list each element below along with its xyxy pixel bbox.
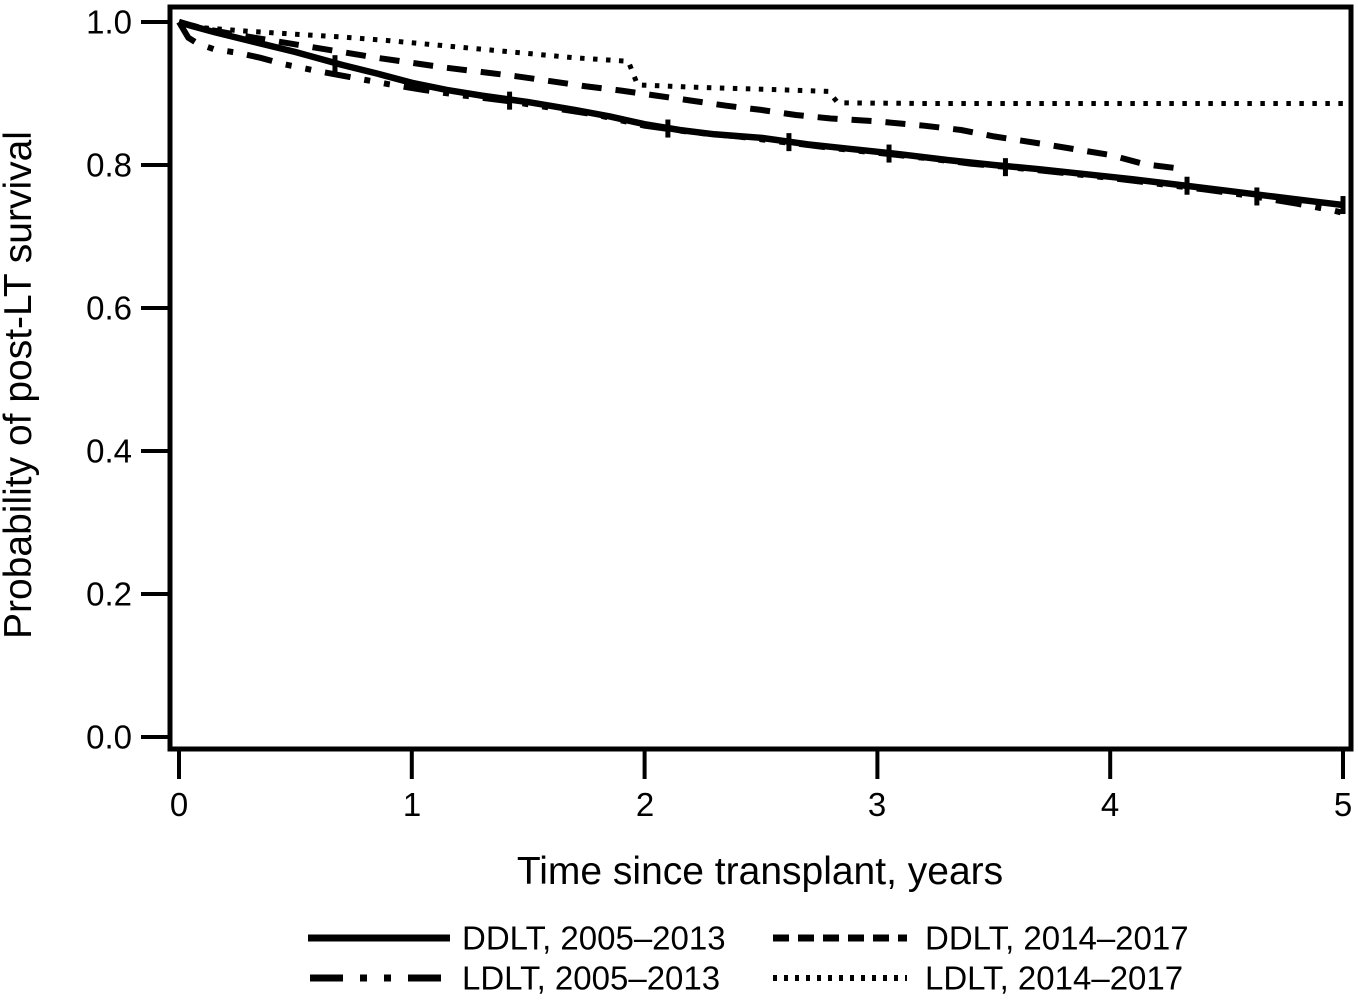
survival-curves <box>176 18 1350 216</box>
x-tick-label-3: 3 <box>868 786 886 823</box>
legend-item-ddlt-2005-2013: DDLT, 2005–2013 <box>308 920 726 957</box>
y-tick-label-1.0: 1.0 <box>86 4 132 41</box>
x-tick-label-1: 1 <box>403 786 421 823</box>
x-axis-title: Time since transplant, years <box>517 850 1003 893</box>
curve-ddlt-2005-2013 <box>178 18 1344 209</box>
axis-ticks <box>141 20 1345 779</box>
curve-ddlt-2014-2017 <box>178 19 1181 172</box>
legend-item-ldlt-2005-2013: LDLT, 2005–2013 <box>310 960 720 997</box>
y-tick-label-0.4: 0.4 <box>86 433 132 470</box>
x-tick-label-0: 0 <box>170 786 188 823</box>
legend-label: DDLT, 2014–2017 <box>925 920 1189 957</box>
y-tick-label-0.0: 0.0 <box>86 719 132 756</box>
y-axis-title: Probability of post-LT survival <box>0 131 40 639</box>
y-tick-label-0.6: 0.6 <box>86 290 132 327</box>
legend-item-ddlt-2014-2017: DDLT, 2014–2017 <box>773 920 1189 957</box>
legend-label: LDLT, 2014–2017 <box>925 960 1183 997</box>
x-axis-tick-labels: 0 1 2 3 4 5 <box>170 786 1352 823</box>
curve-ldlt-2014-2017 <box>178 19 1350 106</box>
y-tick-label-0.2: 0.2 <box>86 576 132 613</box>
curve-ldlt-2005-2013 <box>176 20 1344 216</box>
x-tick-label-5: 5 <box>1334 786 1352 823</box>
legend-item-ldlt-2014-2017: LDLT, 2014–2017 <box>773 960 1183 997</box>
y-tick-label-0.8: 0.8 <box>86 147 132 184</box>
x-tick-label-4: 4 <box>1101 786 1119 823</box>
legend-label: LDLT, 2005–2013 <box>462 960 720 997</box>
legend-label: DDLT, 2005–2013 <box>462 920 726 957</box>
y-axis-tick-labels: 0.0 0.2 0.4 0.6 0.8 1.0 <box>86 4 132 756</box>
plot-frame <box>167 4 1354 752</box>
x-tick-label-2: 2 <box>636 786 654 823</box>
legend: DDLT, 2005–2013 DDLT, 2014–2017 LDLT, 20… <box>308 920 1189 997</box>
